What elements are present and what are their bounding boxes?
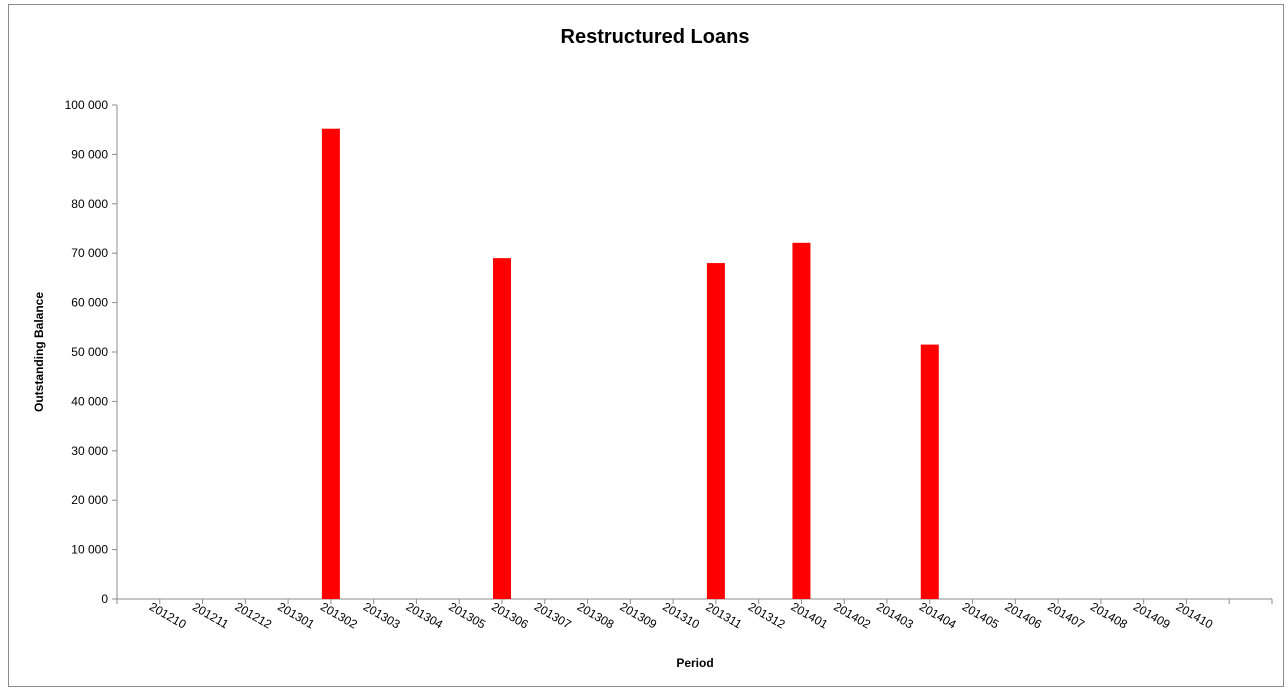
bar-201302 [321,128,340,599]
x-tick-label: 201310 [660,599,702,631]
y-axis-title: Outstanding Balance [32,292,46,412]
y-tick-label: 70 000 [71,246,108,260]
y-tick-label: 60 000 [71,296,108,310]
bar-201311 [706,263,725,599]
bars [321,128,939,600]
x-tick-label: 201307 [532,599,574,631]
y-tick-label: 0 [101,592,108,606]
x-tick-label: 201403 [874,599,916,631]
x-tick-label: 201210 [147,599,189,631]
y-tick-label: 10 000 [71,543,108,557]
bar-201306 [493,258,511,599]
x-tick-label: 201407 [1045,599,1087,631]
x-axis-ticks: 201210 201211 201212 201301 201302 201303 2013… [116,599,1273,632]
y-tick-label: 50 000 [71,345,108,359]
x-tick-label: 201211 [190,600,231,632]
bar-201401 [792,242,811,600]
x-tick-label: 201308 [575,599,617,631]
x-tick-label: 201212 [232,599,274,631]
x-tick-label: 201304 [404,599,446,631]
x-tick-label: 201409 [1131,599,1173,631]
x-tick-label: 201301 [275,599,317,631]
x-tick-label: 201303 [361,599,403,631]
x-tick-label: 201305 [446,599,488,631]
y-tick-label: 80 000 [71,197,108,211]
x-tick-label: 201302 [318,599,360,631]
x-tick-label: 201408 [1088,599,1130,631]
x-tick-label: 201406 [1002,599,1044,631]
x-tick-label: 201405 [960,599,1002,631]
x-tick-label: 201410 [1174,599,1216,631]
y-tick-label: 100 000 [65,98,109,112]
x-tick-label: 201401 [789,599,831,631]
y-axis-ticks: 0 10 000 20 000 30 000 40 000 50 000 60 000 70 … [65,98,117,606]
x-tick-label: 201402 [831,599,873,631]
y-tick-label: 40 000 [71,394,108,408]
y-tick-label: 20 000 [71,493,108,507]
y-tick-label: 90 000 [71,147,108,161]
x-tick-label: 201306 [489,599,531,631]
x-tick-label: 201404 [917,599,959,631]
x-tick-label: 201311 [703,600,744,632]
bar-201404 [920,344,939,599]
x-tick-label: 201309 [617,599,659,631]
chart-frame [8,4,1284,687]
x-axis-title: Period [676,656,713,670]
y-tick-label: 30 000 [71,444,108,458]
axes [116,105,1272,600]
x-tick-label: 201312 [746,599,788,631]
chart-title: Restructured Loans [561,26,750,48]
